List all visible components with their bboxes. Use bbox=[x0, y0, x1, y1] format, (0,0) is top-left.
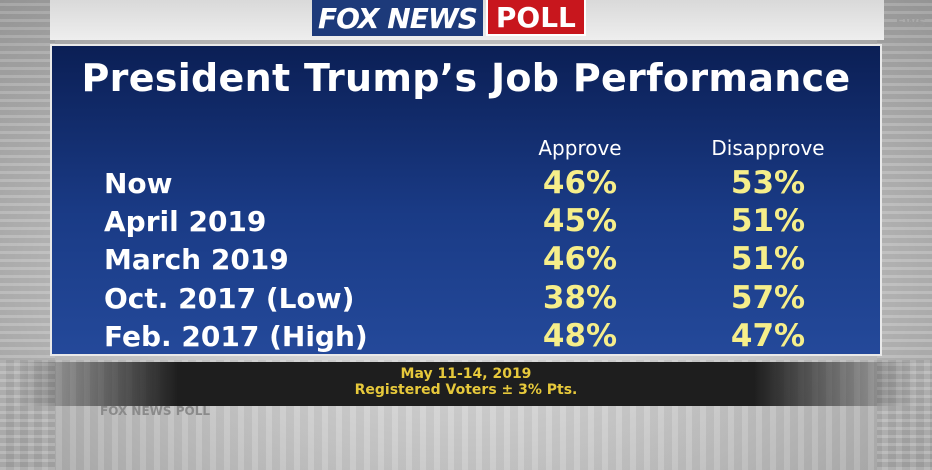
value-approve-march-2019: 46% bbox=[542, 241, 618, 277]
value-approve-april-2019: 45% bbox=[542, 203, 618, 239]
value-approve-feb-2017: 48% bbox=[542, 318, 618, 354]
row-label-feb-2017: Feb. 2017 (High) bbox=[104, 320, 368, 353]
watermark-right: EWS bbox=[895, 16, 926, 30]
column-header-disapprove: Disapprove bbox=[711, 136, 825, 160]
value-disapprove-feb-2017: 47% bbox=[730, 318, 806, 354]
row-label-april-2019: April 2019 bbox=[104, 205, 267, 238]
value-approve-now: 46% bbox=[542, 165, 618, 201]
row-label-now: Now bbox=[104, 167, 173, 200]
row-label-march-2019: March 2019 bbox=[104, 243, 289, 276]
row-label-oct-2017: Oct. 2017 (Low) bbox=[104, 282, 355, 315]
poll-panel: President Trump’s Job Performance Approv… bbox=[50, 44, 882, 356]
watermark-bottom: FOX NEWS POLL bbox=[100, 404, 210, 418]
value-disapprove-now: 53% bbox=[730, 165, 806, 201]
column-header-approve: Approve bbox=[538, 136, 622, 160]
poll-sample: Registered Voters ± 3% Pts. bbox=[354, 382, 578, 398]
poll-footer: May 11-14, 2019 Registered Voters ± 3% P… bbox=[16, 362, 916, 406]
logo-fox-news: FOX NEWS bbox=[312, 0, 483, 36]
value-disapprove-oct-2017: 57% bbox=[730, 280, 806, 316]
poll-dates: May 11-14, 2019 bbox=[400, 366, 532, 382]
value-disapprove-april-2019: 51% bbox=[730, 203, 806, 239]
chart-title: President Trump’s Job Performance bbox=[81, 56, 851, 100]
logo-poll: POLL bbox=[485, 0, 586, 36]
fox-news-poll-logo: FOX NEWS POLL bbox=[312, 0, 586, 36]
value-disapprove-march-2019: 51% bbox=[730, 241, 806, 277]
value-approve-oct-2017: 38% bbox=[542, 280, 618, 316]
